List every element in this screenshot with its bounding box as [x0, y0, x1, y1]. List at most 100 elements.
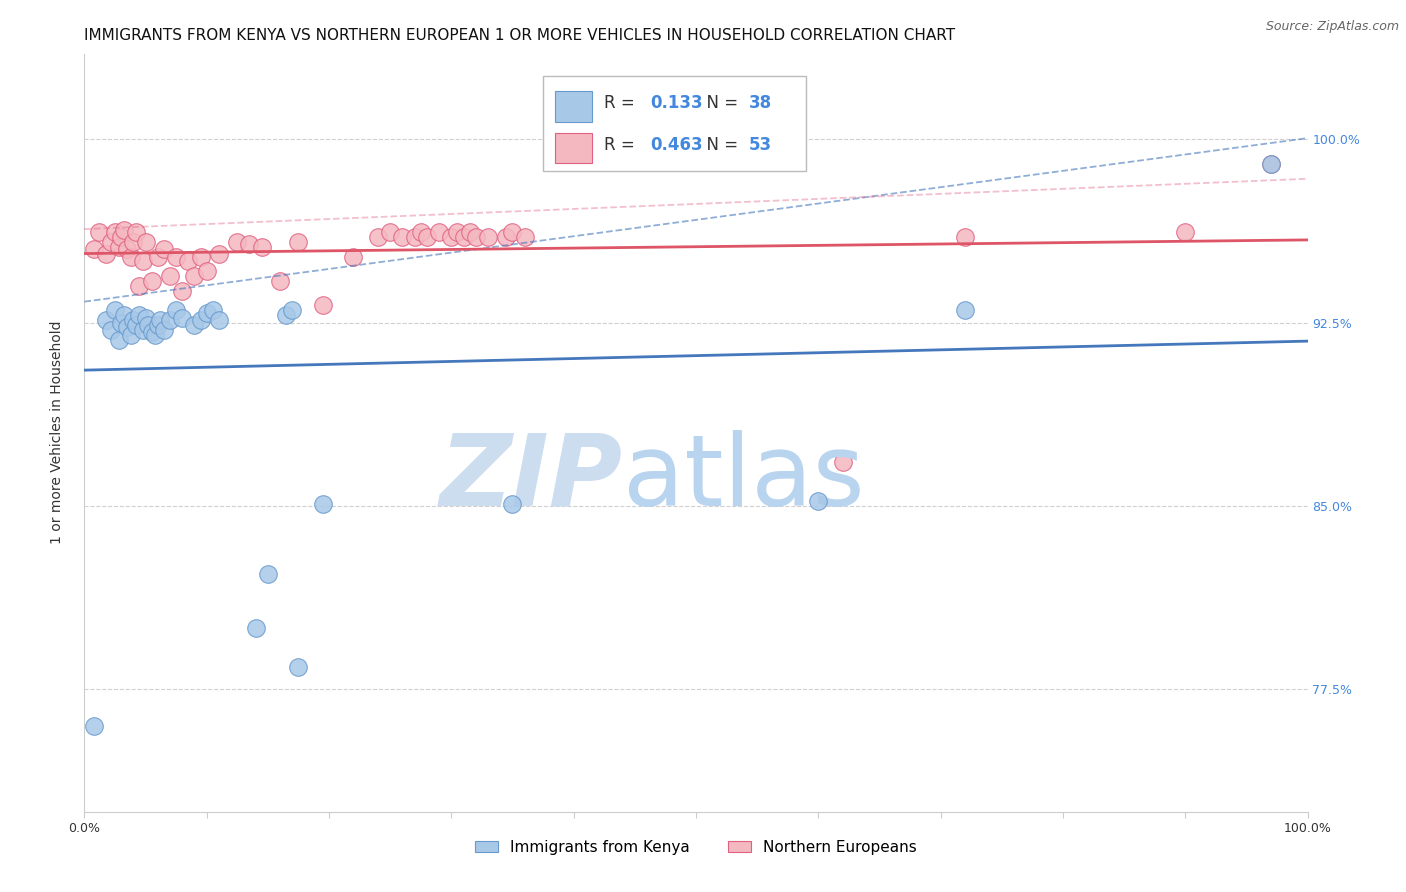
Point — [312, 298, 335, 312]
Point — [342, 250, 364, 264]
Point — [172, 310, 194, 325]
Point — [115, 320, 138, 334]
Point — [83, 242, 105, 256]
Point — [135, 310, 157, 325]
Point — [153, 242, 176, 256]
Point — [110, 316, 132, 330]
Point — [115, 242, 138, 256]
Point — [287, 660, 309, 674]
Legend: Immigrants from Kenya, Northern Europeans: Immigrants from Kenya, Northern European… — [468, 834, 924, 861]
Point — [367, 230, 389, 244]
Point — [404, 230, 426, 244]
Point — [1260, 156, 1282, 170]
Point — [122, 313, 145, 327]
Point — [183, 318, 205, 332]
FancyBboxPatch shape — [555, 92, 592, 122]
Text: R =: R = — [605, 94, 640, 112]
Point — [1174, 225, 1197, 239]
Point — [132, 254, 155, 268]
Point — [281, 303, 304, 318]
Point — [146, 318, 169, 332]
Text: 53: 53 — [748, 136, 772, 153]
Point — [83, 719, 105, 733]
Point — [146, 250, 169, 264]
Text: atlas: atlas — [623, 430, 865, 526]
Point — [104, 225, 127, 239]
Point — [427, 225, 450, 239]
Point — [195, 264, 218, 278]
Point — [132, 323, 155, 337]
Point — [453, 230, 475, 244]
Point — [208, 247, 231, 261]
Point — [122, 235, 145, 249]
Point — [416, 230, 439, 244]
Point — [141, 326, 163, 340]
Point — [250, 240, 273, 254]
Point — [110, 230, 132, 244]
Point — [104, 303, 127, 318]
Text: 38: 38 — [748, 94, 772, 112]
Point — [183, 269, 205, 284]
Point — [136, 318, 159, 332]
Text: Source: ZipAtlas.com: Source: ZipAtlas.com — [1265, 20, 1399, 33]
Text: 0.463: 0.463 — [651, 136, 703, 153]
Point — [226, 235, 249, 249]
Point — [1260, 156, 1282, 170]
Point — [135, 235, 157, 249]
Point — [172, 284, 194, 298]
Point — [464, 230, 486, 244]
Point — [100, 235, 122, 249]
Point — [502, 225, 524, 239]
Point — [953, 303, 976, 318]
Point — [143, 327, 166, 342]
Point — [120, 327, 142, 342]
Point — [831, 455, 853, 469]
Text: N =: N = — [696, 94, 744, 112]
Point — [100, 323, 122, 337]
FancyBboxPatch shape — [555, 133, 592, 163]
Text: IMMIGRANTS FROM KENYA VS NORTHERN EUROPEAN 1 OR MORE VEHICLES IN HOUSEHOLD CORRE: IMMIGRANTS FROM KENYA VS NORTHERN EUROPE… — [84, 28, 956, 43]
Point — [440, 230, 463, 244]
Point — [195, 306, 218, 320]
Point — [159, 269, 181, 284]
Point — [96, 313, 118, 327]
Point — [159, 313, 181, 327]
Point — [153, 323, 176, 337]
Point — [107, 240, 129, 254]
Point — [120, 250, 142, 264]
Point — [391, 230, 413, 244]
Point — [513, 230, 536, 244]
Point — [125, 318, 148, 332]
Point — [953, 230, 976, 244]
Text: 0.133: 0.133 — [651, 94, 703, 112]
Point — [165, 250, 187, 264]
Point — [141, 274, 163, 288]
Point — [201, 303, 224, 318]
Text: R =: R = — [605, 136, 640, 153]
Point — [446, 225, 468, 239]
Point — [112, 222, 135, 236]
Point — [409, 225, 432, 239]
Point — [208, 313, 231, 327]
Point — [458, 225, 481, 239]
Point — [165, 303, 187, 318]
FancyBboxPatch shape — [543, 77, 806, 171]
Text: N =: N = — [696, 136, 744, 153]
Y-axis label: 1 or more Vehicles in Household: 1 or more Vehicles in Household — [49, 321, 63, 544]
Text: ZIP: ZIP — [440, 430, 623, 526]
Point — [87, 225, 110, 239]
Point — [312, 497, 335, 511]
Point — [149, 313, 172, 327]
Point — [380, 225, 402, 239]
Point — [502, 497, 524, 511]
Point — [807, 494, 830, 508]
Point — [125, 225, 148, 239]
Point — [495, 230, 517, 244]
Point — [477, 230, 499, 244]
Point — [245, 621, 267, 635]
Point — [287, 235, 309, 249]
Point — [128, 308, 150, 322]
Point — [112, 308, 135, 322]
Point — [190, 250, 212, 264]
Point — [257, 567, 280, 582]
